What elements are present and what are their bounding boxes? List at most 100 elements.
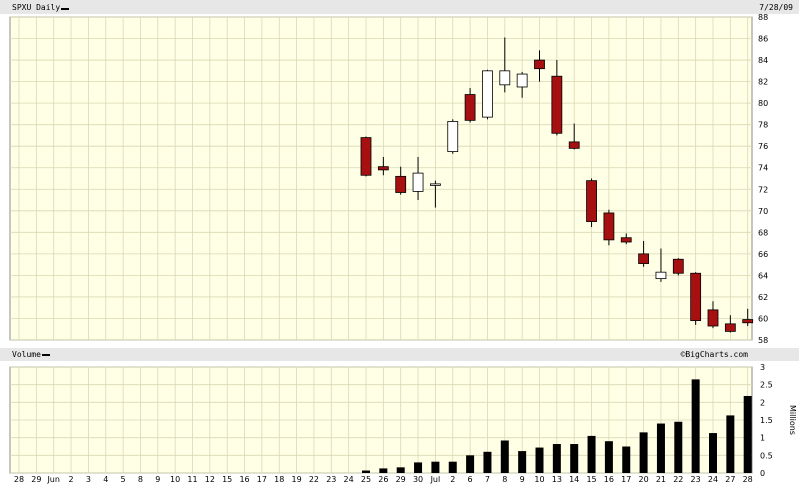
candle-body-down bbox=[724, 323, 736, 332]
candle-body-up bbox=[429, 183, 441, 186]
x-tick-label: 19 bbox=[292, 475, 302, 484]
candle-27 bbox=[724, 315, 736, 333]
price-tick-label: 60 bbox=[758, 314, 768, 323]
volume-bar-14 bbox=[570, 444, 579, 473]
x-tick-label: 16 bbox=[239, 475, 249, 484]
price-tick-label: 88 bbox=[758, 13, 768, 22]
bigcharts-watermark: ©BigCharts.com bbox=[681, 350, 749, 359]
x-tick-label: Jul bbox=[430, 475, 441, 484]
volume-bar-13 bbox=[552, 444, 561, 473]
volume-bar-9 bbox=[518, 451, 527, 473]
x-tick-label: 10 bbox=[534, 475, 544, 484]
candle-body-up bbox=[482, 70, 493, 118]
candle-body-down bbox=[742, 319, 754, 324]
x-tick-label: 21 bbox=[656, 475, 666, 484]
x-tick-label: 17 bbox=[621, 475, 631, 484]
x-tick-label: 22 bbox=[309, 475, 319, 484]
x-tick-label: 15 bbox=[586, 475, 596, 484]
candle-28 bbox=[742, 308, 754, 327]
x-tick-label: 25 bbox=[361, 475, 371, 484]
price-tick-label: 74 bbox=[758, 164, 768, 173]
x-tick-label: 23 bbox=[691, 475, 701, 484]
candle-9 bbox=[516, 71, 528, 98]
price-tick-label: 82 bbox=[758, 78, 768, 87]
x-tick-label: 24 bbox=[708, 475, 718, 484]
candle-6 bbox=[464, 88, 476, 123]
x-tick-label: 8 bbox=[138, 475, 143, 484]
candle-body-down bbox=[568, 141, 580, 149]
volume-bar-20 bbox=[639, 432, 648, 473]
volume-bar-29 bbox=[396, 467, 405, 473]
x-tick-label: 14 bbox=[569, 475, 579, 484]
candle-body-up bbox=[655, 271, 667, 280]
candlestick-series bbox=[360, 37, 754, 333]
candle-15 bbox=[586, 178, 597, 227]
price-tick-label: 78 bbox=[758, 121, 768, 130]
volume-bar-21 bbox=[656, 423, 665, 473]
volume-bar-series bbox=[362, 379, 752, 473]
x-tick-label: 2 bbox=[69, 475, 74, 484]
x-axis-date-labels: 28 29 Jun 2 3 4 5 8 9 10 11 12 15 16 17 18 19 22 23 24 25 26 2… bbox=[14, 475, 753, 484]
candle-body-down bbox=[586, 180, 597, 222]
candle-14 bbox=[568, 123, 580, 150]
candle-21 bbox=[655, 248, 667, 282]
volume-tick-label: 2 bbox=[760, 398, 765, 407]
volume-bar-28 bbox=[743, 395, 752, 473]
candle-16 bbox=[603, 209, 615, 246]
volume-legend-icon bbox=[42, 354, 50, 356]
volume-y-axis: 0 0.5 1 1.5 2 2.5 3 bbox=[760, 363, 773, 478]
candle-body-down bbox=[690, 272, 702, 322]
volume-bar-30 bbox=[414, 462, 423, 473]
volume-bar-6 bbox=[466, 455, 475, 473]
candle-body-up bbox=[516, 73, 528, 88]
x-tick-label: 26 bbox=[378, 475, 388, 484]
x-tick-label: 30 bbox=[413, 475, 423, 484]
price-tick-label: 70 bbox=[758, 207, 768, 216]
candle-body-down bbox=[377, 166, 389, 171]
price-header-bar bbox=[0, 0, 799, 14]
volume-title: Volume bbox=[12, 350, 41, 359]
volume-bar-26 bbox=[379, 468, 388, 473]
x-tick-label: 24 bbox=[344, 475, 354, 484]
x-tick-label: 2 bbox=[450, 475, 455, 484]
candle-body-down bbox=[620, 237, 632, 243]
x-tick-label: 10 bbox=[170, 475, 180, 484]
x-tick-label: 9 bbox=[520, 475, 525, 484]
volume-bar-10 bbox=[535, 447, 544, 473]
x-tick-label: 18 bbox=[274, 475, 284, 484]
price-tick-label: 66 bbox=[758, 250, 768, 259]
x-tick-label: 20 bbox=[639, 475, 649, 484]
volume-tick-label: 2.5 bbox=[760, 381, 773, 390]
x-tick-label: 29 bbox=[31, 475, 41, 484]
candle-body-down bbox=[707, 309, 719, 327]
x-tick-label: 13 bbox=[552, 475, 562, 484]
volume-bar-27 bbox=[726, 415, 735, 473]
candle-body-up bbox=[447, 121, 459, 152]
candle-body-down bbox=[464, 94, 476, 121]
volume-bar-17 bbox=[622, 446, 631, 473]
x-tick-label: 15 bbox=[222, 475, 232, 484]
volume-bar-15 bbox=[587, 435, 596, 473]
candle-20 bbox=[638, 240, 649, 267]
x-tick-label: 23 bbox=[326, 475, 336, 484]
volume-bar-25 bbox=[362, 470, 370, 473]
volume-tick-label: 0.5 bbox=[760, 451, 773, 460]
volume-bar-7 bbox=[483, 451, 492, 473]
legend-line-icon bbox=[61, 8, 69, 10]
x-tick-label: 9 bbox=[155, 475, 160, 484]
candle-body-up bbox=[412, 172, 424, 192]
candle-8 bbox=[499, 37, 511, 93]
candle-body-down bbox=[395, 175, 407, 193]
x-tick-label: 3 bbox=[86, 475, 91, 484]
x-tick-label: 12 bbox=[205, 475, 215, 484]
x-tick-label: 6 bbox=[468, 475, 473, 484]
price-tick-label: 64 bbox=[758, 271, 768, 280]
candle-17 bbox=[620, 233, 632, 245]
price-grid bbox=[10, 16, 752, 341]
price-tick-label: 76 bbox=[758, 142, 768, 151]
x-tick-label: 28 bbox=[14, 475, 24, 484]
candle-body-up bbox=[499, 70, 511, 86]
candle-body-down bbox=[603, 212, 615, 241]
price-tick-label: 84 bbox=[758, 56, 768, 65]
